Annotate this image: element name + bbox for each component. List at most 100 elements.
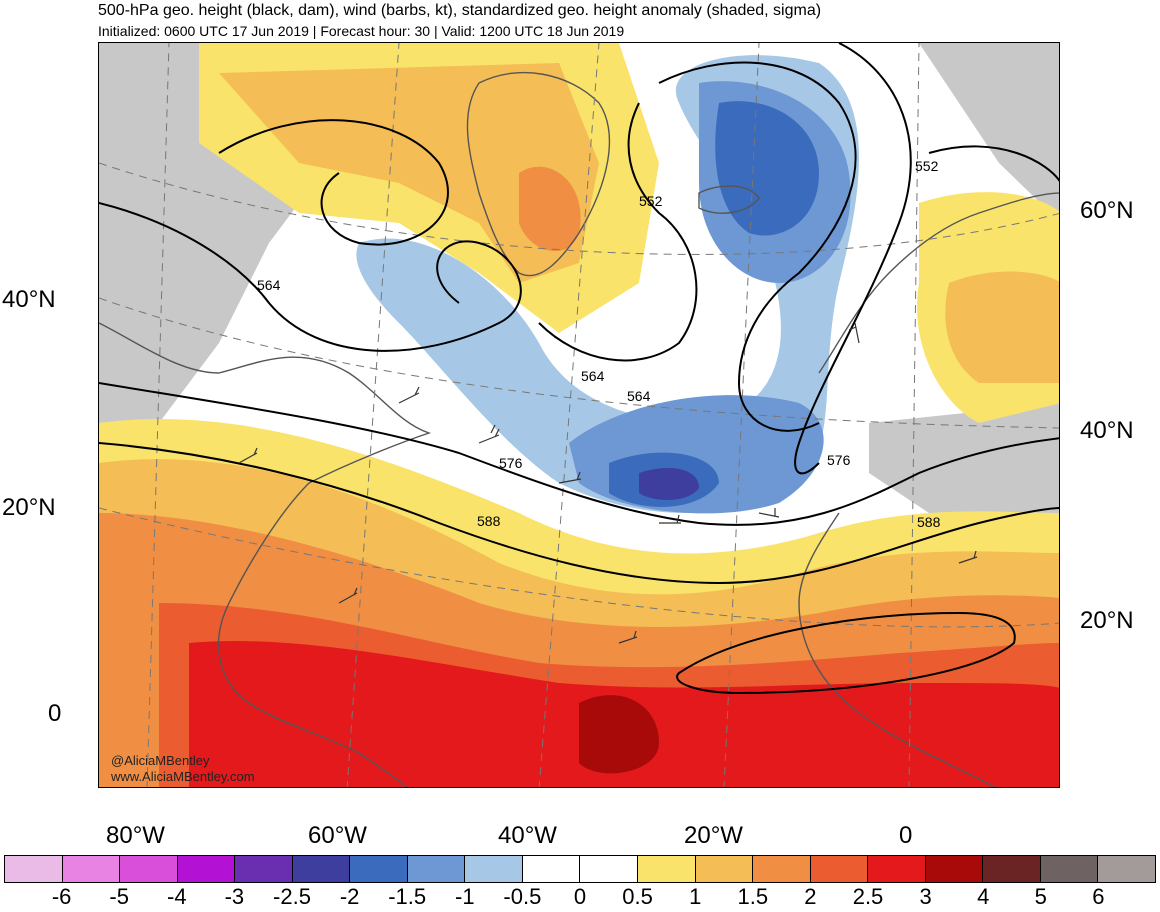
contour-label: 588 <box>477 513 501 529</box>
colorbar-label: -4 <box>167 884 187 909</box>
gray-region-europe <box>919 43 1059 222</box>
meridian-0 <box>908 43 920 787</box>
contour-564-east <box>794 43 912 475</box>
wind-barb <box>659 514 681 524</box>
colorbar-label: 1 <box>689 884 702 909</box>
lat-label-right-60n: 60°N <box>1080 197 1134 224</box>
coast-greenland <box>466 71 611 277</box>
map-panel: 564 552 564 564 576 588 552 576 588 @Ali… <box>98 42 1060 788</box>
contour-564-mid <box>538 102 698 362</box>
contour-label: 588 <box>917 514 941 530</box>
deep-blue-core <box>639 468 699 500</box>
colorbar-swatch <box>522 856 581 882</box>
parallel-20n <box>99 507 1059 628</box>
lon-label-60w: 60°W <box>308 822 367 849</box>
colorbar-label: 3 <box>919 884 932 909</box>
meridian-80w <box>146 43 170 787</box>
colorbar-label: -1 <box>455 884 475 909</box>
lon-label-0: 0 <box>899 822 913 849</box>
contour-label: 576 <box>827 452 851 468</box>
colorbar-label: 0 <box>573 884 587 909</box>
credit-site: www.AliciaMBentley.com <box>111 769 255 784</box>
colorbar-label: -2 <box>339 884 360 909</box>
parallel-40n <box>99 297 1059 429</box>
contour-552-west <box>218 119 449 246</box>
wind-barb <box>848 322 860 344</box>
blue-trough-core <box>609 101 819 507</box>
colorbar-label: 0.5 <box>622 884 653 909</box>
colorbar-swatch <box>407 856 466 882</box>
colorbar-swatch <box>1040 856 1099 882</box>
map-subtitle: Initialized: 0600 UTC 17 Jun 2019 | Fore… <box>98 23 625 39</box>
colorbar-label: -2.5 <box>273 884 311 909</box>
colorbar-label: 2.5 <box>852 884 884 909</box>
contour-label: 564 <box>581 368 605 384</box>
anomaly-map: 564 552 564 564 576 588 552 576 588 <box>99 43 1059 787</box>
wind-barb <box>758 508 780 518</box>
colorbar-label: 6 <box>1092 884 1105 909</box>
meridian-60w <box>346 43 400 787</box>
wind-barb <box>478 424 500 444</box>
coast-africa <box>798 512 997 787</box>
colorbar-swatch <box>810 856 869 882</box>
colorbar-label: -1.5 <box>388 884 427 909</box>
parallel-60n <box>99 162 1059 255</box>
contour-552-east <box>658 61 857 432</box>
colorbar-swatch <box>177 856 236 882</box>
contour-588-main <box>99 442 1059 585</box>
colorbar-swatch <box>5 856 63 882</box>
colorbar-label: -3 <box>224 884 245 909</box>
colorbar-label: -6 <box>51 884 72 909</box>
wind-barb <box>958 550 978 564</box>
colorbar-swatch <box>292 856 351 882</box>
lat-label-left-0: 0 <box>48 700 62 727</box>
wind-barb <box>618 630 638 644</box>
colorbar-label: 1.5 <box>737 884 769 909</box>
colorbar-swatch <box>465 856 523 882</box>
colorbar-labels: -6 -5 -4 -3 -2.5 -2 -1.5 -1 -0.5 0 0.5 1 1.5 2 2.5 3 4 5 6 <box>4 884 1156 912</box>
colorbar-label: 2 <box>804 884 817 909</box>
colorbar-label: -5 <box>109 884 129 909</box>
coast-europe <box>818 192 1059 374</box>
colorbar-swatch <box>753 856 811 882</box>
colorbar-swatch <box>983 856 1041 882</box>
lat-label-left-20n: 20°N <box>2 494 56 521</box>
contour-564-west <box>99 202 522 352</box>
lon-label-80w: 80°W <box>106 822 165 849</box>
contour-576-east <box>928 145 1059 182</box>
orange-greenland <box>219 63 599 283</box>
colorbar-swatch <box>1098 856 1155 882</box>
colorbar-swatch <box>235 856 293 882</box>
colorbar-swatch <box>868 856 926 882</box>
contour-africa-closed <box>676 611 1016 695</box>
orange-europe <box>945 271 1059 383</box>
coast-iceland <box>698 185 760 214</box>
colorbar-swatch <box>120 856 178 882</box>
wind-barb <box>238 447 258 464</box>
dark-red-patch <box>579 695 659 774</box>
lon-label-20w: 20°W <box>684 822 743 849</box>
meridian-40w <box>538 43 600 787</box>
lat-label-right-40n: 40°N <box>1080 417 1134 444</box>
contour-576-main <box>99 382 1059 526</box>
contour-label: 564 <box>257 277 281 293</box>
colorbar-swatch <box>925 856 984 882</box>
colorbar-label: -0.5 <box>503 884 542 909</box>
contour-label: 576 <box>499 455 523 471</box>
lon-label-40w: 40°W <box>498 822 557 849</box>
lat-label-left-40n: 40°N <box>2 286 56 313</box>
colorbar-swatch <box>350 856 408 882</box>
wind-barb <box>398 386 420 404</box>
colorbar <box>4 855 1156 883</box>
contour-label: 552 <box>639 193 663 209</box>
meridian-20w <box>723 43 760 787</box>
dark-orange-greenland <box>519 166 581 252</box>
colorbar-swatch <box>62 856 121 882</box>
lat-label-right-20n: 20°N <box>1080 607 1134 634</box>
colorbar-label: 5 <box>1034 884 1047 909</box>
colorbar-swatch <box>638 856 696 882</box>
credit-handle: @AliciaMBentley <box>111 753 210 768</box>
colorbar-swatch <box>695 856 754 882</box>
wind-barb <box>338 587 358 604</box>
colorbar-label: 4 <box>977 884 990 909</box>
